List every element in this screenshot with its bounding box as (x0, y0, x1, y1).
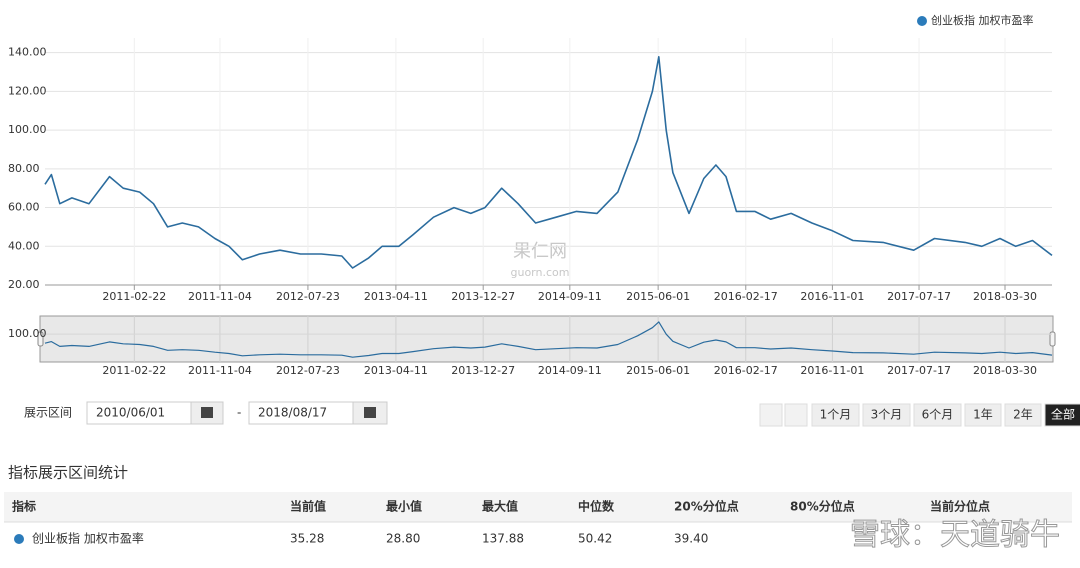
range-button-label[interactable]: 1年 (973, 408, 993, 422)
nav-x-tick-label: 2013-12-27 (451, 364, 515, 377)
x-tick-label: 2011-11-04 (188, 290, 252, 303)
table-header: 中位数 (578, 499, 615, 514)
range-button[interactable] (913, 403, 962, 427)
table-cell: 28.80 (386, 532, 420, 546)
table-header: 最大值 (482, 499, 518, 514)
x-tick-label: 2013-04-11 (364, 290, 428, 303)
table-cell: 50.42 (578, 532, 612, 546)
table-cell: 39.40 (674, 532, 708, 546)
navigator-box[interactable] (39, 315, 1054, 363)
table-title: 指标展示区间统计 (8, 464, 128, 482)
nav-y-tick-label: 100.00 (8, 327, 47, 340)
table-header-bg (4, 492, 1072, 522)
range-label: 展示区间 (24, 406, 72, 420)
date-start[interactable]: 2010/06/01 (96, 406, 165, 420)
watermark: guorn.com (511, 266, 570, 279)
x-tick-label: 2011-02-22 (102, 290, 166, 303)
x-tick-label: 2017-07-17 (887, 290, 951, 303)
range-button-label[interactable]: 6个月 (922, 408, 954, 422)
range-button[interactable] (964, 403, 1002, 427)
legend-label[interactable]: 创业板指 加权市盈率 (931, 13, 1034, 27)
table-header: 指标 (12, 499, 36, 514)
row-dot (14, 534, 24, 544)
navigator-handle[interactable] (37, 331, 44, 347)
range-button[interactable] (811, 403, 860, 427)
range-button-label[interactable]: 3个月 (871, 408, 903, 422)
nav-x-tick-label: 2016-11-01 (800, 364, 864, 377)
range-button[interactable] (862, 403, 911, 427)
y-tick-label: 40.00 (8, 239, 40, 252)
x-tick-label: 2016-02-17 (714, 290, 778, 303)
calendar-icon (201, 407, 213, 418)
range-button-label[interactable]: 1个月 (820, 408, 852, 422)
nav-x-tick-label: 2016-02-17 (714, 364, 778, 377)
table-cell: 137.88 (482, 532, 524, 546)
nav-x-tick-label: 2014-09-11 (538, 364, 602, 377)
y-tick-label: 60.00 (8, 201, 40, 214)
y-tick-label: 100.00 (8, 123, 47, 136)
y-tick-label: 80.00 (8, 162, 40, 175)
range-button[interactable] (1004, 403, 1042, 427)
navigator-line (44, 321, 1053, 358)
date-separator: - (237, 406, 241, 420)
table-header: 最小值 (386, 499, 422, 514)
prev-button[interactable] (759, 403, 783, 427)
footer-watermark: 雪球：天道骑牛 (850, 518, 1060, 553)
table-cell: 创业板指 加权市盈率 (32, 531, 144, 546)
table-header: 80%分位点 (790, 499, 855, 514)
table-header: 20%分位点 (674, 499, 739, 514)
navigator-handle[interactable] (1049, 331, 1056, 347)
y-tick-label: 20.00 (8, 278, 40, 291)
legend-dot (917, 16, 927, 26)
x-tick-label: 2014-09-11 (538, 290, 602, 303)
nav-x-tick-label: 2011-11-04 (188, 364, 252, 377)
table-cell: 35.28 (290, 532, 324, 546)
nav-x-tick-label: 2015-06-01 (626, 364, 690, 377)
x-tick-label: 2016-11-01 (800, 290, 864, 303)
x-tick-label: 2013-12-27 (451, 290, 515, 303)
nav-x-tick-label: 2018-03-30 (973, 364, 1037, 377)
range-button-label[interactable]: 全部 (1051, 407, 1075, 422)
range-button-label[interactable]: 2年 (1013, 408, 1033, 422)
x-tick-label: 2015-06-01 (626, 290, 690, 303)
nav-x-tick-label: 2012-07-23 (276, 364, 340, 377)
table-header: 当前分位点 (930, 499, 990, 514)
line (44, 56, 1053, 269)
next-button[interactable] (784, 403, 808, 427)
x-tick-label: 2018-03-30 (973, 290, 1037, 303)
y-tick-label: 120.00 (8, 84, 47, 97)
table-header: 当前值 (290, 499, 326, 514)
nav-x-tick-label: 2017-07-17 (887, 364, 951, 377)
watermark: 果仁网 (513, 241, 567, 262)
y-tick-label: 140.00 (8, 46, 47, 59)
x-tick-label: 2012-07-23 (276, 290, 340, 303)
date-end[interactable]: 2018/08/17 (258, 406, 327, 420)
calendar-icon (364, 407, 376, 418)
range-button[interactable] (1044, 403, 1080, 427)
nav-x-tick-label: 2013-04-11 (364, 364, 428, 377)
nav-x-tick-label: 2011-02-22 (102, 364, 166, 377)
